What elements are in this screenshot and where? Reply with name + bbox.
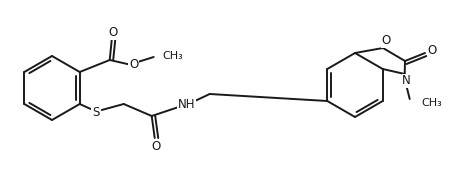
Text: O: O [427, 44, 437, 58]
Text: CH₃: CH₃ [422, 98, 443, 108]
Text: O: O [129, 59, 138, 72]
Text: N: N [402, 75, 411, 87]
Text: O: O [381, 35, 390, 47]
Text: O: O [152, 139, 161, 153]
Text: NH: NH [178, 98, 195, 112]
Text: S: S [92, 105, 100, 118]
Text: CH₃: CH₃ [163, 51, 183, 61]
Text: O: O [108, 27, 118, 39]
